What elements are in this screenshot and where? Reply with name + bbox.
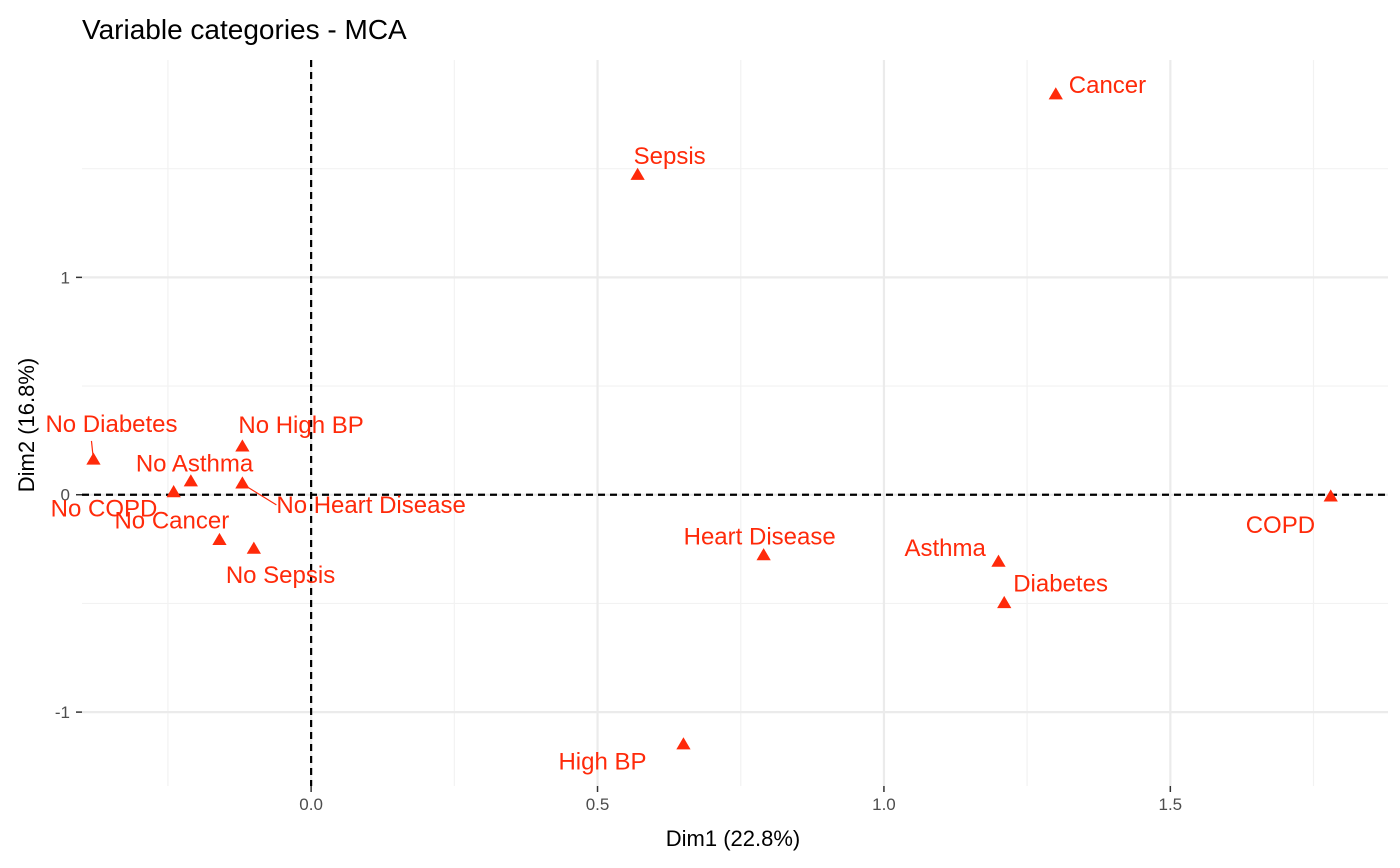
point-no-asthma	[183, 474, 198, 487]
label-sepsis: Sepsis	[634, 143, 706, 170]
label-asthma: Asthma	[904, 535, 986, 562]
y-axis-title: Dim2 (16.8%)	[14, 358, 39, 492]
point-no-diabetes	[86, 452, 101, 465]
x-tick-label-2: 1.0	[872, 795, 896, 814]
point-no-cancer	[212, 532, 227, 546]
point-heart-disease	[756, 548, 771, 561]
point-no-heart-disease	[235, 476, 250, 489]
x-axis-title: Dim1 (22.8%)	[666, 826, 800, 851]
point-no-copd	[166, 485, 181, 498]
data-labels: Cancer Sepsis No Diabetes No High BP No Asth…	[45, 72, 1315, 776]
point-no-high-bp	[235, 439, 250, 452]
point-diabetes	[997, 595, 1012, 609]
point-sepsis	[630, 167, 645, 180]
label-diabetes: Diabetes	[1013, 570, 1108, 597]
axis-ticks: 0.0 0.5 1.0 1.5 -1 0 1	[55, 268, 1182, 814]
x-tick-label-1: 0.5	[586, 795, 610, 814]
y-tick-label-1: 0	[61, 486, 70, 505]
label-high-bp: High BP	[558, 749, 646, 776]
reference-lines	[82, 60, 1388, 786]
label-no-asthma: No Asthma	[136, 451, 254, 478]
x-tick-label-3: 1.5	[1159, 795, 1183, 814]
x-tick-label-0: 0.0	[299, 795, 323, 814]
point-copd	[1323, 489, 1338, 502]
label-no-heart-disease: No Heart Disease	[276, 492, 465, 519]
y-tick-label-2: 1	[61, 268, 70, 287]
y-tick-label-0: -1	[55, 703, 70, 722]
chart-title: Variable categories - MCA	[82, 14, 407, 45]
label-no-sepsis: No Sepsis	[226, 562, 335, 589]
point-asthma	[991, 554, 1006, 567]
label-no-copd: No COPD	[51, 496, 158, 523]
label-no-diabetes: No Diabetes	[45, 411, 177, 438]
data-points	[86, 87, 1338, 750]
label-no-cancer: No Cancer	[114, 507, 229, 534]
point-no-sepsis	[246, 541, 261, 554]
label-copd: COPD	[1246, 512, 1315, 539]
point-high-bp	[676, 737, 691, 750]
label-cancer: Cancer	[1069, 72, 1146, 99]
label-heart-disease: Heart Disease	[684, 524, 836, 551]
point-cancer	[1048, 87, 1063, 100]
label-no-high-bp: No High BP	[238, 412, 363, 439]
